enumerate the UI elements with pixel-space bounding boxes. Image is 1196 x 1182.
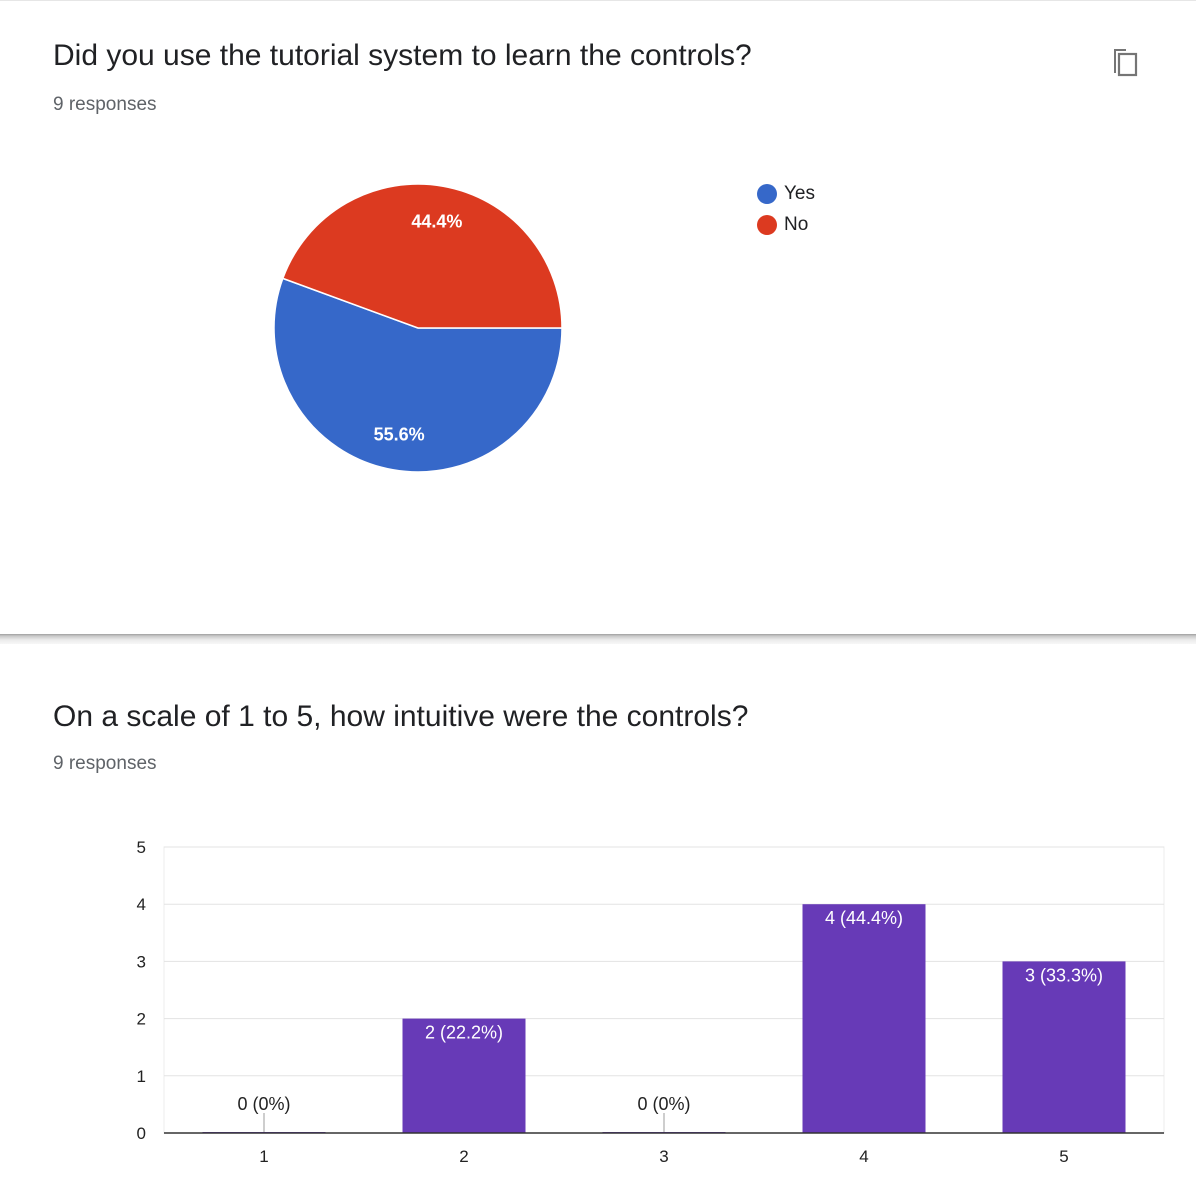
x-tick-label: 4: [859, 1147, 868, 1166]
bar-2[interactable]: [402, 1018, 526, 1133]
copy-chart-button[interactable]: [1106, 41, 1146, 81]
question-card-tutorial: Did you use the tutorial system to learn…: [0, 0, 1196, 473]
bar-data-label-2: 2 (22.2%): [425, 1023, 503, 1043]
y-tick-label: 1: [137, 1067, 146, 1086]
pie-slice-no[interactable]: [281, 183, 563, 329]
legend-label-no: No: [784, 214, 809, 235]
y-tick-label: 4: [137, 895, 146, 914]
x-tick-label: 5: [1059, 1147, 1068, 1166]
pie-label-yes: 55.6%: [374, 424, 425, 444]
pie-label-no: 44.4%: [411, 212, 462, 232]
bar-data-label-4: 4 (44.4%): [825, 908, 903, 928]
x-tick-label: 3: [659, 1147, 668, 1166]
y-tick-label: 3: [137, 952, 146, 971]
y-tick-label: 0: [137, 1124, 146, 1143]
x-tick-label: 1: [259, 1147, 268, 1166]
bar-4[interactable]: [802, 904, 926, 1133]
legend-swatch-no: [757, 215, 777, 235]
bar-chart: 0 1 2 3 4 5 0 (0%) 1 2 (22.2%) 2 0 (0%) 3 4 (44.4%) 4…: [137, 838, 1165, 1166]
question-title: On a scale of 1 to 5, how intuitive were…: [53, 700, 749, 733]
copy-icon: [1114, 49, 1138, 77]
legend-item-no[interactable]: No: [757, 213, 808, 237]
response-count: 9 responses: [53, 94, 157, 115]
legend-item-yes[interactable]: Yes: [757, 182, 815, 206]
legend-swatch-yes: [757, 184, 777, 204]
bar-data-label-1: 0 (0%): [237, 1094, 290, 1114]
pie-slice-yes[interactable]: [273, 277, 563, 473]
pie-chart: 55.6% 44.4%: [273, 183, 563, 473]
question-title: Did you use the tutorial system to learn…: [53, 39, 752, 72]
bar-data-label-3: 0 (0%): [637, 1094, 690, 1114]
y-tick-label: 2: [137, 1010, 146, 1029]
legend-label-yes: Yes: [784, 183, 815, 204]
bar-data-label-5: 3 (33.3%): [1025, 965, 1103, 985]
y-tick-label: 5: [137, 838, 146, 857]
card-divider: [0, 634, 1196, 644]
x-tick-label: 2: [459, 1147, 468, 1166]
question-card-intuitive: On a scale of 1 to 5, how intuitive were…: [0, 644, 1196, 1182]
bar-5[interactable]: [1002, 961, 1126, 1133]
response-count: 9 responses: [53, 753, 157, 774]
